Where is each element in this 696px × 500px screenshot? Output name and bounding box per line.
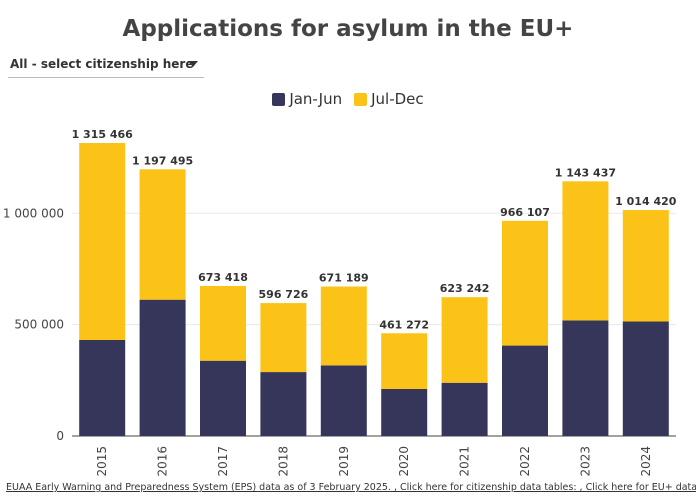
- total-label: 1 143 437: [555, 166, 616, 179]
- chart-title: Applications for asylum in the EU+: [122, 16, 574, 42]
- total-label: 461 272: [379, 318, 429, 331]
- total-label: 966 107: [500, 206, 550, 219]
- total-label: 596 726: [259, 288, 309, 301]
- bar-jan-jun: [139, 299, 186, 436]
- total-label: 673 418: [198, 271, 248, 284]
- legend-item-jan-jun[interactable]: Jan-Jun: [272, 90, 342, 108]
- citizenship-data-link[interactable]: , Click here for citizenship data tables…: [393, 482, 580, 493]
- bar-jul-dec: [622, 210, 669, 322]
- x-tick-label: 2020: [397, 446, 411, 477]
- legend-swatch-jan-jun: [272, 92, 286, 106]
- bar-jul-dec: [320, 286, 367, 366]
- x-tick-label: 2023: [578, 446, 592, 477]
- total-label: 623 242: [440, 282, 490, 295]
- bar-jan-jun: [200, 360, 246, 436]
- bar-jan-jun: [441, 382, 488, 436]
- bar-jul-dec: [260, 303, 307, 373]
- x-tick-label: 2018: [276, 446, 290, 477]
- total-label: 1 315 466: [72, 128, 134, 141]
- x-tick-label: 2015: [95, 446, 109, 477]
- bar-jan-jun: [502, 345, 548, 436]
- bar-jan-jun: [79, 340, 126, 436]
- total-label: 1 014 420: [615, 195, 677, 208]
- source-note[interactable]: EUAA Early Warning and Preparedness Syst…: [6, 482, 696, 493]
- bar-jul-dec: [200, 286, 246, 361]
- bar-jul-dec: [502, 220, 548, 346]
- bar-jul-dec: [79, 143, 126, 341]
- bar-jul-dec: [381, 333, 428, 390]
- bar-jul-dec: [562, 181, 609, 321]
- bar-jan-jun: [381, 389, 428, 436]
- legend-label-jul-dec: Jul-Dec: [371, 90, 424, 108]
- x-tick-label: 2022: [518, 446, 532, 477]
- citizenship-dropdown-label: All - select citizenship here: [10, 57, 194, 71]
- x-tick-label: 2024: [639, 446, 653, 477]
- x-tick-label: 2016: [156, 446, 170, 477]
- bar-jan-jun: [260, 372, 307, 436]
- total-label: 1 197 495: [132, 154, 193, 167]
- bar-jan-jun: [320, 365, 367, 436]
- legend: Jan-Jun Jul-Dec: [0, 90, 696, 108]
- bar-jul-dec: [139, 169, 186, 300]
- source-text[interactable]: EUAA Early Warning and Preparedness Syst…: [6, 482, 394, 493]
- y-tick-label: 0: [56, 429, 64, 443]
- legend-item-jul-dec[interactable]: Jul-Dec: [354, 90, 424, 108]
- total-label: 671 189: [319, 272, 369, 285]
- legend-swatch-jul-dec: [354, 92, 368, 106]
- x-tick-label: 2021: [458, 446, 472, 477]
- x-tick-label: 2017: [216, 446, 230, 477]
- bar-jan-jun: [622, 321, 669, 436]
- eu-data-link[interactable]: , Click here for EU+ data tables:: [579, 482, 696, 493]
- caret-down-icon: [188, 61, 198, 67]
- bar-jan-jun: [562, 320, 609, 436]
- citizenship-dropdown[interactable]: All - select citizenship here: [8, 55, 204, 78]
- x-tick-label: 2019: [337, 446, 351, 477]
- legend-label-jan-jun: Jan-Jun: [289, 90, 343, 108]
- bar-jul-dec: [441, 297, 488, 383]
- y-tick-label: 500 000: [14, 318, 64, 332]
- y-tick-label: 1 000 000: [3, 206, 64, 220]
